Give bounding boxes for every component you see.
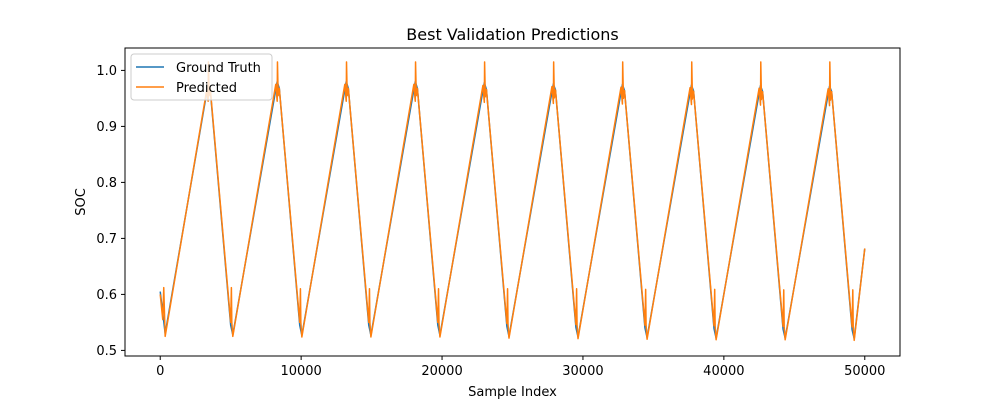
x-tick-label: 30000: [562, 364, 603, 379]
legend-box: [130, 53, 273, 101]
legend-label-predicted: Predicted: [176, 81, 237, 96]
y-axis: 0.5 0.6 0.7 0.8 0.9 1.0: [96, 64, 125, 359]
y-tick-label: 0.9: [96, 120, 117, 135]
legend: Ground Truth Predicted: [130, 53, 273, 101]
y-tick-label: 0.5: [96, 344, 117, 359]
plot-area: [124, 47, 901, 357]
x-tick-label: 50000: [844, 364, 885, 379]
legend-label-ground-truth: Ground Truth: [176, 61, 261, 76]
y-tick-label: 0.6: [96, 288, 117, 303]
series-line-predicted: [159, 61, 866, 342]
plot-frame: [124, 47, 901, 357]
y-tick-label: 0.8: [96, 176, 117, 191]
x-axis-label: Sample Index: [468, 385, 557, 400]
chart-title: Best Validation Predictions: [406, 25, 618, 44]
series-layer: [159, 61, 866, 342]
x-tick-label: 0: [156, 364, 164, 379]
x-tick-label: 40000: [703, 364, 744, 379]
y-axis-label: SOC: [74, 188, 89, 216]
x-tick-label: 10000: [280, 364, 321, 379]
x-axis: 0 10000 20000 30000 40000 50000: [156, 356, 885, 379]
y-tick-label: 1.0: [96, 64, 117, 79]
x-tick-label: 20000: [421, 364, 462, 379]
y-tick-label: 0.7: [96, 232, 117, 247]
